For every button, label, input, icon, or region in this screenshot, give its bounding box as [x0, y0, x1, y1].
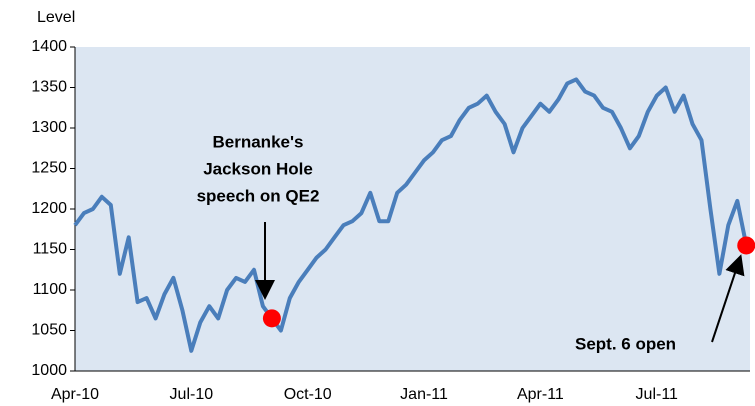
annotation: Sept. 6 open: [575, 334, 676, 353]
highlight-point: [262, 309, 281, 328]
line-series: [73, 77, 749, 353]
y-tick-label: 1150: [33, 241, 68, 258]
y-tick-label: 1050: [31, 322, 67, 339]
y-tick-label: 1250: [31, 160, 67, 177]
y-axis-label: Level: [37, 9, 75, 26]
x-tick-label: Apr-11: [517, 386, 564, 403]
x-tick-label: Oct-10: [284, 386, 332, 403]
annotation: Jackson Hole: [203, 159, 313, 178]
plot-area: [75, 47, 750, 371]
annotation: Bernanke's: [213, 132, 304, 151]
y-tick-label: 1000: [31, 362, 67, 379]
x-tick-label: Jul-11: [636, 386, 678, 403]
y-tick-label: 1300: [31, 119, 67, 136]
highlight-point: [737, 236, 755, 255]
y-tick-label: 1350: [31, 79, 67, 96]
annotation-arrow: [711, 254, 745, 343]
x-tick-label: Jul-10: [170, 386, 214, 403]
y-tick-label: 1100: [33, 281, 68, 298]
annotation: speech on QE2: [197, 186, 320, 205]
x-tick-label: Jan-11: [400, 386, 448, 403]
x-tick-label: Apr-10: [51, 386, 99, 403]
y-tick-label: 1200: [31, 200, 67, 217]
y-tick-label: 1400: [31, 38, 67, 55]
